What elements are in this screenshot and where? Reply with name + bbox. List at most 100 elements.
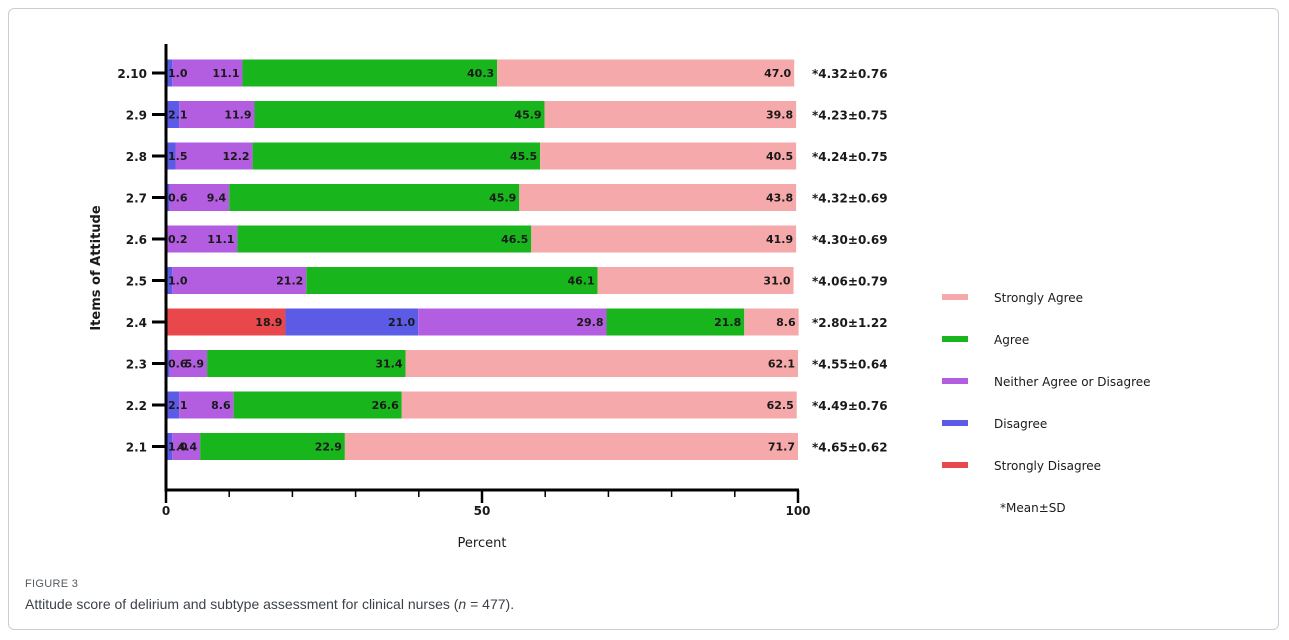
- data-label: 0.2: [168, 233, 188, 246]
- mean-sd-annotation: *4.24±0.75: [812, 150, 888, 164]
- bar-segment: [200, 433, 345, 460]
- bar-segment: [540, 142, 797, 170]
- bar-segment: [252, 142, 541, 170]
- legend-label: Strongly Disagree: [994, 459, 1101, 473]
- data-label: 29.8: [576, 316, 603, 329]
- figure-label: FIGURE 3: [25, 578, 79, 590]
- data-label: 2.1: [168, 109, 188, 122]
- legend-note: *Mean±SD: [1000, 501, 1066, 515]
- y-tick-label: 2.3: [126, 358, 147, 372]
- data-label: 9.4: [207, 192, 227, 205]
- bar-segment: [606, 308, 745, 336]
- bar-segment: [166, 267, 173, 294]
- y-axis-title: Items of Attitude: [89, 205, 104, 331]
- data-label: 40.5: [766, 150, 793, 163]
- data-label: 47.0: [764, 67, 791, 80]
- legend-swatch: [942, 420, 968, 426]
- bar-segment: [401, 391, 797, 419]
- legend-label: Agree: [994, 333, 1029, 347]
- axes-group: 2.102.92.82.72.62.52.42.32.22.10 50 100Per…: [89, 44, 811, 551]
- data-label: 12.2: [222, 150, 249, 163]
- mean-sd-annotation: *4.06±0.79: [812, 275, 888, 289]
- data-label: 62.1: [768, 358, 795, 371]
- bar-segment: [172, 267, 307, 294]
- data-label: 46.1: [568, 275, 595, 288]
- bars-group: 1.0 11.1 40.3 47.0 *4.32±0.76 2.1 11.9 45.9 39.8…: [166, 59, 888, 460]
- legend-label: Neither Agree or Disagree: [994, 375, 1151, 389]
- mean-sd-annotation: *4.30±0.69: [812, 233, 888, 247]
- data-label: 45.5: [510, 150, 537, 163]
- data-label: 46.5: [501, 233, 528, 246]
- data-label: 45.9: [514, 109, 541, 122]
- data-label: 4.4: [178, 441, 198, 454]
- y-tick-label: 2.4: [126, 316, 147, 330]
- x-axis-title: Percent: [458, 536, 507, 551]
- data-label: 40.3: [467, 67, 494, 80]
- bar-segment: [166, 184, 170, 211]
- caption-n: n: [458, 596, 467, 612]
- bar-segment: [179, 391, 234, 419]
- y-tick-label: 2.2: [126, 399, 147, 413]
- bar-segment: [744, 308, 799, 336]
- mean-sd-annotation: *4.23±0.75: [812, 109, 888, 123]
- data-label: 21.0: [388, 316, 415, 329]
- data-label: 22.9: [315, 441, 342, 454]
- mean-sd-annotation: *4.49±0.76: [812, 399, 888, 413]
- bar-segment: [306, 267, 598, 294]
- bar-segment: [169, 350, 208, 377]
- bar-segment: [166, 101, 180, 128]
- x-tick-label: 100: [785, 504, 810, 518]
- data-label: 31.0: [763, 275, 790, 288]
- legend-swatch: [942, 336, 968, 342]
- bar-segment: [519, 184, 797, 211]
- legend-label: Disagree: [994, 417, 1047, 431]
- data-label: 11.1: [212, 67, 239, 80]
- data-label: 1.5: [168, 150, 188, 163]
- y-tick-label: 2.1: [126, 441, 147, 455]
- data-label: 21.8: [714, 316, 741, 329]
- data-label: 5.9: [185, 358, 205, 371]
- bar-segment: [233, 391, 402, 419]
- data-label: 1.0: [168, 441, 188, 454]
- bar-segment: [497, 59, 795, 87]
- data-label: 45.9: [489, 192, 516, 205]
- data-label: 1.0: [168, 275, 188, 288]
- data-label: 18.9: [255, 316, 282, 329]
- bar-segment: [166, 59, 173, 87]
- bar-segment: [597, 267, 794, 294]
- bar-segment: [172, 433, 201, 460]
- x-tick-label: 0: [162, 504, 170, 518]
- bar-segment: [544, 101, 797, 128]
- data-label: 39.8: [766, 109, 793, 122]
- bar-segment: [531, 225, 797, 253]
- bar-segment: [344, 433, 798, 460]
- bar-segment: [207, 350, 406, 377]
- data-label: 41.9: [766, 233, 793, 246]
- data-label: 26.6: [372, 399, 399, 412]
- data-label: 8.6: [776, 316, 796, 329]
- caption-text-end: = 477).: [466, 596, 515, 612]
- bar-segment: [175, 142, 253, 170]
- mean-sd-annotation: *4.32±0.76: [812, 67, 888, 81]
- legend-swatch: [942, 462, 968, 468]
- bar-segment: [285, 308, 419, 336]
- mean-sd-annotation: *4.32±0.69: [812, 192, 888, 206]
- y-tick-label: 2.9: [126, 109, 147, 123]
- bar-segment: [179, 101, 255, 128]
- bar-segment: [166, 433, 173, 460]
- data-label: 11.9: [224, 109, 251, 122]
- data-label: 0.6: [168, 358, 188, 371]
- y-tick-label: 2.5: [126, 275, 147, 289]
- bar-segment: [167, 225, 238, 253]
- bar-segment: [405, 350, 798, 377]
- bar-segment: [254, 101, 545, 128]
- legend-swatch: [942, 294, 968, 300]
- legend-group: Strongly Agree Agree Neither Agree or Disa…: [942, 291, 1151, 515]
- y-tick-label: 2.6: [126, 233, 147, 247]
- data-label: 21.2: [276, 275, 303, 288]
- y-tick-label: 2.10: [117, 67, 147, 81]
- legend-label: Strongly Agree: [994, 291, 1083, 305]
- bar-segment: [242, 59, 498, 87]
- bar-segment: [166, 142, 176, 170]
